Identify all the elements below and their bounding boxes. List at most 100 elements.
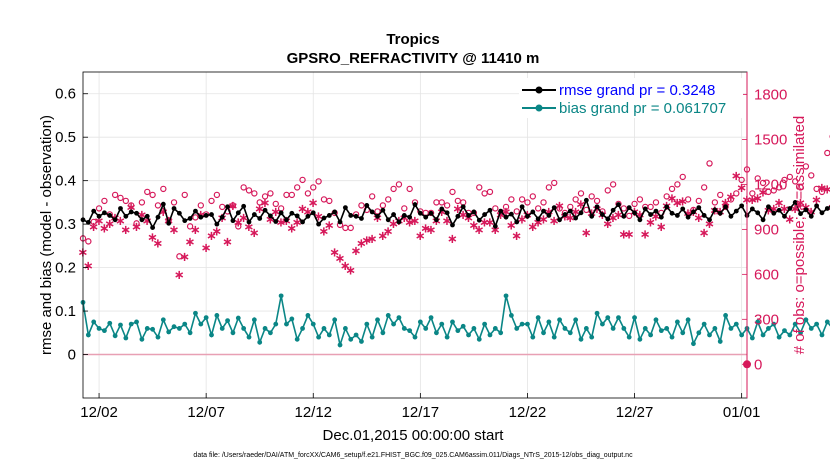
possible-obs-point xyxy=(492,205,499,212)
assimilated-obs-point: ∗ xyxy=(618,227,629,242)
bias-point xyxy=(155,334,161,340)
rmse-point xyxy=(535,216,541,222)
bias-point xyxy=(364,321,370,327)
bias-point xyxy=(824,319,830,325)
bias-point xyxy=(803,317,809,323)
legend-bias-label: bias grand pr = 0.061707 xyxy=(559,100,726,117)
assimilated-obs-point: ∗ xyxy=(201,241,212,256)
rmse-point xyxy=(396,219,402,225)
rmse-point xyxy=(471,209,477,215)
rmse-point xyxy=(434,217,439,223)
bias-point xyxy=(562,326,568,331)
rmse-point xyxy=(160,201,166,207)
bias-point xyxy=(182,321,188,327)
bias-point xyxy=(300,326,305,331)
rmse-point xyxy=(600,212,605,217)
rmse-point xyxy=(176,210,182,216)
rmse-point xyxy=(546,213,552,218)
bias-point xyxy=(385,313,391,318)
x-tick-label: 12/07 xyxy=(187,404,225,421)
possible-obs-point xyxy=(513,208,520,215)
possible-obs-point xyxy=(711,199,719,206)
rmse-point xyxy=(514,219,520,225)
possible-obs-point xyxy=(326,197,333,205)
possible-obs-point xyxy=(401,205,408,212)
assimilated-obs-point: ∗ xyxy=(752,191,763,206)
bias-point xyxy=(166,329,172,335)
rmse-point xyxy=(155,214,161,220)
bias-point xyxy=(219,326,225,331)
possible-obs-point xyxy=(138,199,146,206)
rmse-point xyxy=(198,214,204,220)
assimilated-obs-point: ∗ xyxy=(645,215,656,230)
assimilated-obs-point: ∗ xyxy=(517,212,528,227)
rmse-point xyxy=(525,213,530,219)
bias-point xyxy=(294,336,300,342)
assimilated-obs-point: ∗ xyxy=(99,221,110,236)
legend-rmse-marker xyxy=(535,86,543,94)
possible-obs-point xyxy=(775,184,783,191)
rmse-point xyxy=(648,212,654,217)
rmse-point xyxy=(166,220,172,226)
possible-obs-point xyxy=(299,176,306,184)
bias-point xyxy=(642,326,648,331)
assimilated-obs-point: ∗ xyxy=(131,220,142,235)
assimilated-obs-point: ∗ xyxy=(410,214,421,229)
bias-point xyxy=(771,321,777,327)
possible-obs-point xyxy=(727,196,735,203)
bias-point xyxy=(648,332,654,338)
assimilated-obs-point: ∗ xyxy=(94,214,105,229)
rmse-point xyxy=(733,208,739,214)
legend-box xyxy=(519,78,743,118)
y-axis-label-right: # of obs: o=possible; ∗=assimilated xyxy=(791,116,808,355)
bias-point xyxy=(375,317,380,323)
possible-obs-point xyxy=(449,188,456,196)
rmse-point xyxy=(450,222,455,228)
assimilated-obs-point: ∗ xyxy=(286,221,297,236)
rmse-point xyxy=(407,214,413,220)
rmse-point xyxy=(653,208,659,214)
rmse-point xyxy=(310,210,316,216)
x-tick-label: 12/02 xyxy=(80,404,118,421)
rmse-point xyxy=(144,213,150,219)
assimilated-obs-point: ∗ xyxy=(388,217,399,232)
right-tick-label: 0 xyxy=(754,356,762,373)
bias-point xyxy=(691,341,696,347)
rmse-point xyxy=(342,205,348,211)
possible-obs-point xyxy=(824,149,830,157)
x-tick-label: 01/01 xyxy=(723,404,761,421)
bias-point xyxy=(391,321,396,327)
bias-point xyxy=(107,320,113,326)
assimilated-obs-point: ∗ xyxy=(442,214,453,229)
rmse-point xyxy=(519,204,525,210)
possible-obs-point xyxy=(754,175,761,182)
bias-point xyxy=(102,328,107,334)
assimilated-obs-point: ∗ xyxy=(115,214,126,229)
bias-point xyxy=(701,321,707,327)
bias-point xyxy=(251,317,257,323)
bias-point xyxy=(492,326,498,331)
possible-obs-point xyxy=(556,205,563,212)
bias-point xyxy=(112,333,118,339)
rmse-point xyxy=(707,217,712,223)
rmse-point xyxy=(85,219,91,225)
bias-point xyxy=(567,330,573,336)
bias-point xyxy=(696,330,702,336)
assimilated-obs-point: ∗ xyxy=(340,259,351,274)
assimilated-obs-point: ∗ xyxy=(377,229,388,244)
bias-point xyxy=(380,330,386,336)
possible-obs-point xyxy=(176,253,183,260)
rmse-point xyxy=(428,210,434,216)
assimilated-obs-point: ∗ xyxy=(174,268,185,283)
chart-subtitle: GPSRO_REFRACTIVITY @ 11410 m xyxy=(287,50,540,67)
bias-point xyxy=(171,324,177,330)
bias-point xyxy=(664,326,670,331)
possible-obs-point xyxy=(101,197,108,205)
possible-obs-point xyxy=(540,199,547,206)
bias-point xyxy=(316,334,322,340)
left-tick-label: 0.3 xyxy=(55,216,76,233)
possible-obs-point xyxy=(315,178,322,185)
rmse-point xyxy=(230,218,236,224)
assimilated-obs-point: ∗ xyxy=(656,220,667,235)
